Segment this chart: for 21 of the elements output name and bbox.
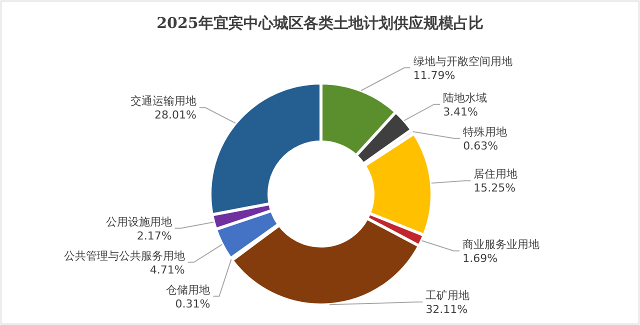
data-label: 2.17% — [136, 229, 172, 242]
slice-label: 公共管理与公共服务用地 — [64, 249, 185, 262]
data-label: 0.31% — [175, 297, 210, 310]
slice-label: 仓储用地 — [166, 283, 210, 296]
data-label: 4.71% — [150, 263, 185, 276]
data-label: 15.25% — [474, 182, 516, 195]
slice-label: 绿地与开敞空间用地 — [413, 54, 512, 68]
data-label: 11.79% — [413, 68, 456, 82]
chart-title: 2025年宜宾中心城区各类土地计划供应规模占比 — [156, 14, 484, 32]
slice-label: 交通运输用地 — [130, 94, 196, 108]
slice-label: 工矿用地 — [426, 289, 470, 302]
data-label: 32.11% — [426, 303, 468, 316]
slice-label: 特殊用地 — [463, 125, 508, 138]
slice-label: 陆地水域 — [443, 91, 488, 104]
data-label: 0.63% — [463, 139, 498, 152]
slice-label: 居住用地 — [474, 168, 518, 181]
data-label: 3.41% — [443, 105, 478, 118]
slice-label: 公用设施用地 — [106, 215, 172, 228]
slice-label: 商业服务业用地 — [462, 238, 540, 251]
data-label: 28.01% — [154, 108, 196, 122]
data-label: 1.69% — [462, 252, 498, 265]
